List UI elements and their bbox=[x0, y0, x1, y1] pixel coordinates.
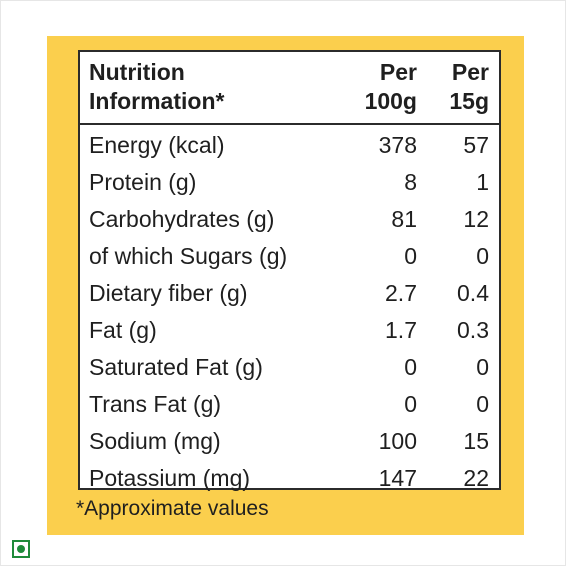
header-per-100g-line2: 100g bbox=[364, 88, 417, 114]
value-per-15g: 0 bbox=[476, 243, 489, 269]
nutrition-table: Nutrition Information* Per 100g Per 15g … bbox=[78, 50, 501, 491]
nutrient-name: of which Sugars (g) bbox=[89, 243, 288, 269]
table-row: of which Sugars (g) 0 0 bbox=[80, 238, 499, 275]
header-title-line2: Information* bbox=[89, 88, 225, 114]
nutrient-name: Energy (kcal) bbox=[89, 132, 225, 158]
value-per-15g: 0.3 bbox=[457, 317, 489, 343]
header-title: Nutrition Information* bbox=[89, 58, 289, 116]
table-row: Sodium (mg) 100 15 bbox=[80, 423, 499, 460]
nutrient-name: Dietary fiber (g) bbox=[89, 280, 248, 306]
table-row: Trans Fat (g) 0 0 bbox=[80, 386, 499, 423]
table-row: Protein (g) 8 1 bbox=[80, 164, 499, 201]
header-per-15g-line2: 15g bbox=[449, 88, 489, 114]
value-per-100g: 1.7 bbox=[385, 317, 417, 343]
value-per-100g: 147 bbox=[378, 465, 417, 491]
table-row: Saturated Fat (g) 0 0 bbox=[80, 349, 499, 386]
value-per-100g: 378 bbox=[378, 132, 417, 158]
value-per-100g: 0 bbox=[404, 243, 417, 269]
veg-dot-icon bbox=[17, 545, 25, 553]
footnote: *Approximate values bbox=[76, 497, 269, 520]
table-header: Nutrition Information* Per 100g Per 15g bbox=[80, 52, 499, 125]
header-per-15g: Per 15g bbox=[429, 58, 489, 116]
nutrient-name: Protein (g) bbox=[89, 169, 197, 195]
value-per-15g: 12 bbox=[463, 206, 489, 232]
nutrient-name: Trans Fat (g) bbox=[89, 391, 222, 417]
nutrient-name: Potassium (mg) bbox=[89, 465, 251, 491]
value-per-15g: 57 bbox=[463, 132, 489, 158]
value-per-100g: 0 bbox=[404, 391, 417, 417]
table-row: Energy (kcal) 378 57 bbox=[80, 127, 499, 164]
value-per-15g: 0.4 bbox=[457, 280, 489, 306]
value-per-100g: 2.7 bbox=[385, 280, 417, 306]
table-row: Potassium (mg) 147 22 bbox=[80, 460, 499, 497]
nutrient-name: Carbohydrates (g) bbox=[89, 206, 275, 232]
table-row: Dietary fiber (g) 2.7 0.4 bbox=[80, 275, 499, 312]
value-per-15g: 0 bbox=[476, 391, 489, 417]
header-per-100g: Per 100g bbox=[347, 58, 417, 116]
header-per-100g-line1: Per bbox=[379, 59, 417, 85]
value-per-15g: 15 bbox=[463, 428, 489, 454]
value-per-15g: 22 bbox=[463, 465, 489, 491]
value-per-100g: 0 bbox=[404, 354, 417, 380]
table-row: Fat (g) 1.7 0.3 bbox=[80, 312, 499, 349]
nutrient-name: Fat (g) bbox=[89, 317, 157, 343]
value-per-15g: 0 bbox=[476, 354, 489, 380]
nutrient-name: Sodium (mg) bbox=[89, 428, 221, 454]
header-per-15g-line1: Per bbox=[451, 59, 489, 85]
value-per-15g: 1 bbox=[476, 169, 489, 195]
nutrient-name: Saturated Fat (g) bbox=[89, 354, 263, 380]
table-row: Carbohydrates (g) 81 12 bbox=[80, 201, 499, 238]
nutrition-label-card: Nutrition Information* Per 100g Per 15g … bbox=[47, 36, 524, 535]
value-per-100g: 81 bbox=[391, 206, 417, 232]
table-body: Energy (kcal) 378 57 Protein (g) 8 1 Car… bbox=[80, 125, 499, 497]
value-per-100g: 8 bbox=[404, 169, 417, 195]
value-per-100g: 100 bbox=[378, 428, 417, 454]
header-title-line1: Nutrition bbox=[89, 59, 185, 85]
veg-symbol-icon bbox=[12, 540, 30, 558]
